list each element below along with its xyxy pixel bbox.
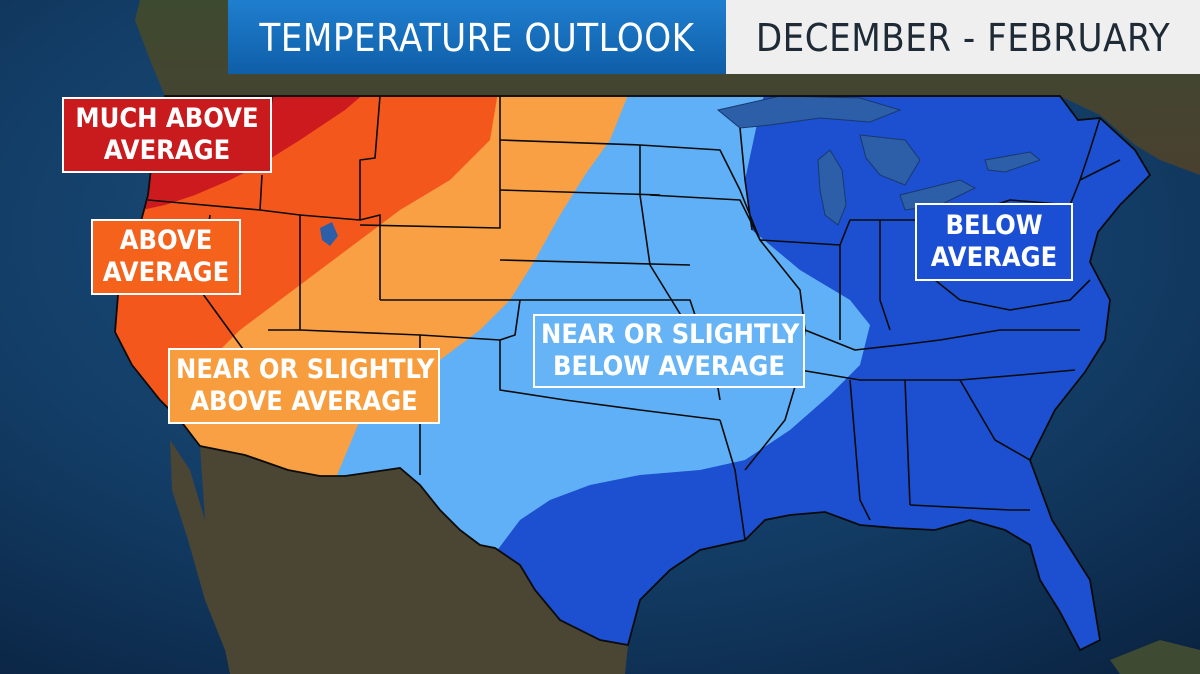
map-title: TEMPERATURE OUTLOOK: [228, 0, 726, 74]
cuba-island: [1110, 640, 1200, 674]
mexico-landmass: [200, 446, 628, 674]
header-bar: TEMPERATURE OUTLOOK DECEMBER - FEBRUARY: [228, 0, 1200, 74]
label-line: BELOW: [945, 210, 1043, 241]
label-line: MUCH ABOVE: [75, 103, 259, 134]
map-period: DECEMBER - FEBRUARY: [726, 0, 1200, 74]
label-line: AVERAGE: [103, 135, 231, 166]
label-line: AVERAGE: [930, 242, 1058, 273]
label-above-average: ABOVE AVERAGE: [91, 219, 241, 295]
label-line: BELOW AVERAGE: [553, 351, 785, 382]
baja-peninsula: [170, 440, 238, 650]
label-line: ABOVE AVERAGE: [190, 386, 418, 417]
label-near-above-average: NEAR OR SLIGHTLY ABOVE AVERAGE: [168, 348, 440, 424]
great-lakes: [716, 96, 1042, 226]
label-near-below-average: NEAR OR SLIGHTLY BELOW AVERAGE: [533, 314, 805, 388]
label-line: NEAR OR SLIGHTLY: [176, 354, 435, 385]
label-line: NEAR OR SLIGHTLY: [541, 319, 800, 350]
label-below-average: BELOW AVERAGE: [915, 203, 1073, 281]
label-much-above-average: MUCH ABOVE AVERAGE: [62, 97, 272, 173]
label-line: ABOVE: [119, 225, 213, 256]
label-line: AVERAGE: [102, 257, 230, 288]
great-salt-lake: [320, 222, 338, 246]
